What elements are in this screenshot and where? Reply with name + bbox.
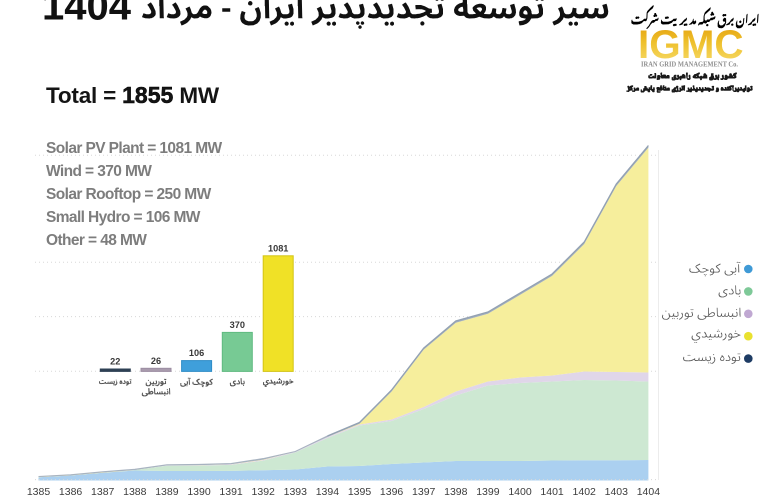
svg-text:IGMC: IGMC [638,22,744,67]
svg-text:1402: 1402 [573,486,597,498]
svg-text:1394: 1394 [316,486,340,498]
svg-text:IRAN GRID MANAGEMENT Co.: IRAN GRID MANAGEMENT Co. [641,60,738,69]
svg-text:1404: 1404 [637,486,661,498]
svg-text:1403: 1403 [605,486,629,498]
svg-text:1399: 1399 [476,486,500,498]
svg-text:1401: 1401 [540,486,564,498]
svg-text:1388: 1388 [123,486,147,498]
svg-text:1385: 1385 [27,486,51,498]
svg-text:1398: 1398 [444,486,468,498]
svg-text:26: 26 [151,356,161,366]
svg-text:1391: 1391 [219,486,243,498]
svg-text:1397: 1397 [412,486,436,498]
svg-text:370: 370 [230,320,245,330]
svg-text:1395: 1395 [348,486,372,498]
svg-text:1387: 1387 [91,486,115,498]
svg-text:1404: 1404 [42,0,132,29]
svg-text:22: 22 [110,357,120,367]
svg-text:1400: 1400 [508,486,532,498]
svg-text:1386: 1386 [59,486,83,498]
svg-text:1390: 1390 [187,486,211,498]
svg-text:106: 106 [189,348,204,358]
svg-text:1081: 1081 [268,243,288,253]
svg-text:1393: 1393 [284,486,308,498]
svg-text:1396: 1396 [380,486,404,498]
svg-text:1392: 1392 [252,486,276,498]
svg-text:1389: 1389 [155,486,179,498]
